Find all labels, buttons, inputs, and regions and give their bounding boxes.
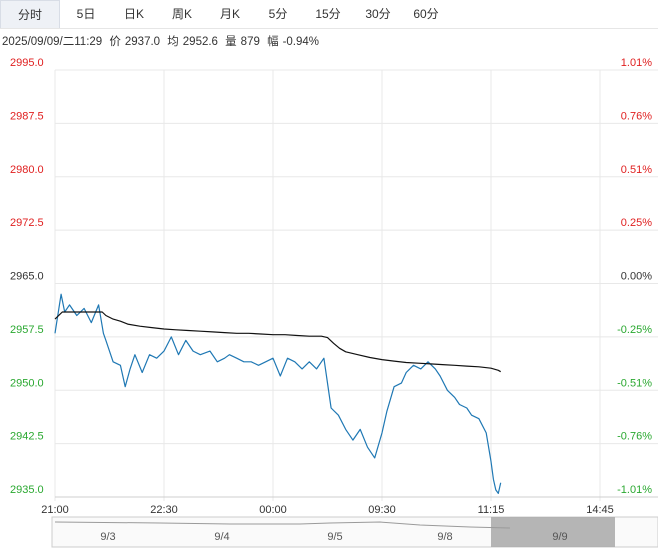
tab-daily-k[interactable]: 日K — [123, 7, 144, 21]
tab-intraday[interactable]: 分时 — [0, 0, 60, 28]
quote-info-bar: 2025/09/09/二11:29 价 2937.0 均 2952.6 量 879 幅… — [2, 33, 323, 49]
y-tick-label-right: -1.01% — [617, 484, 652, 496]
y-tick-label-left: 2935.0 — [10, 484, 44, 496]
y-tick-label-left: 2972.5 — [10, 217, 44, 229]
y-tick-label-right: 0.00% — [621, 271, 652, 283]
tab-weekly-k[interactable]: 周K — [171, 7, 192, 21]
tab-30min[interactable]: 30分 — [365, 7, 391, 21]
info-datetime: 2025/09/09/二11:29 — [2, 36, 103, 48]
x-tick-label: 14:45 — [586, 504, 614, 516]
time-navigator: 9/3 9/4 9/5 9/8 9/9 — [51, 516, 658, 548]
x-tick-label: 22:30 — [150, 504, 178, 516]
y-tick-label-right: -0.51% — [617, 377, 652, 389]
info-avg-label: 均 — [167, 36, 179, 48]
y-tick-label-left: 2965.0 — [10, 271, 44, 283]
navigator-selection — [491, 517, 615, 547]
price-line — [54, 293, 502, 494]
navigator-date-label: 9/5 — [327, 531, 342, 543]
x-tick-label: 21:00 — [41, 504, 69, 516]
navigator-date-label: 9/3 — [100, 531, 115, 543]
navigator-miniline — [54, 521, 511, 529]
navigator-date-label: 9/8 — [437, 531, 452, 543]
y-tick-label-left: 2942.5 — [10, 431, 44, 443]
tab-15min[interactable]: 15分 — [315, 7, 341, 21]
y-tick-label-left: 2980.0 — [10, 164, 44, 176]
y-tick-label-right: 0.51% — [621, 164, 652, 176]
x-tick-label: 00:00 — [259, 504, 287, 516]
info-vol: 879 — [240, 36, 260, 48]
navigator-date-label: 9/4 — [214, 531, 229, 543]
info-price: 2937.0 — [124, 36, 161, 48]
info-chg-label: 幅 — [267, 36, 279, 48]
average-price-line — [54, 311, 502, 373]
info-price-label: 价 — [109, 36, 121, 48]
y-tick-label-left: 2957.5 — [10, 324, 44, 336]
y-tick-label-right: 0.25% — [621, 217, 652, 229]
y-tick-label-right: -0.76% — [617, 431, 652, 443]
y-tick-label-left: 2995.0 — [10, 57, 44, 69]
x-tick-label: 11:15 — [478, 504, 505, 516]
y-tick-label-left: 2987.5 — [10, 110, 44, 122]
tab-monthly-k[interactable]: 月K — [219, 7, 240, 21]
chart-tab-bar: 分时 5日 日K 周K 月K 5分 15分 30分 60分 — [0, 0, 658, 29]
info-vol-label: 量 — [225, 36, 237, 48]
tab-60min[interactable]: 60分 — [413, 7, 439, 21]
navigator-date-label: 9/9 — [552, 531, 567, 543]
y-tick-label-right: -0.25% — [617, 324, 652, 336]
info-avg: 2952.6 — [182, 36, 218, 48]
tab-5day[interactable]: 5日 — [76, 7, 96, 21]
tab-5min[interactable]: 5分 — [268, 7, 288, 21]
y-tick-label-right: 0.76% — [621, 110, 652, 122]
info-chg: -0.94% — [282, 36, 319, 48]
y-tick-label-left: 2950.0 — [10, 377, 44, 389]
x-tick-label: 09:30 — [368, 504, 396, 516]
y-tick-label-right: 1.01% — [621, 57, 652, 69]
